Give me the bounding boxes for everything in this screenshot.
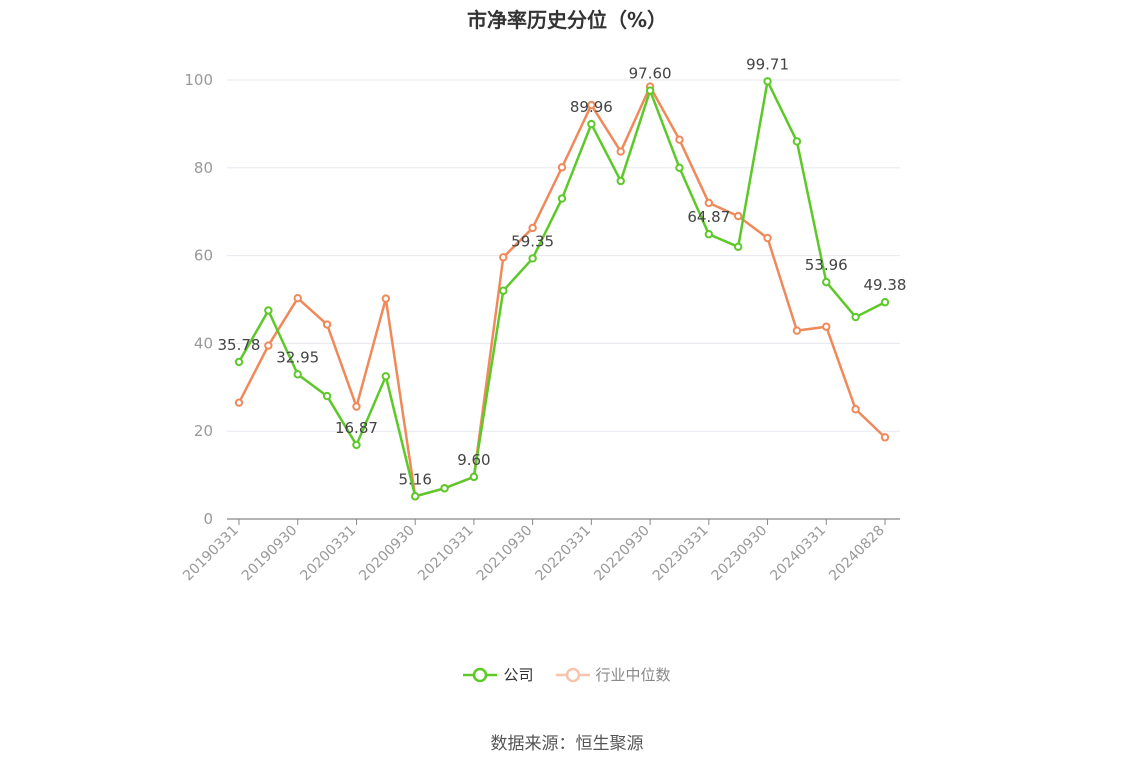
data-label: 32.95 xyxy=(276,348,319,366)
data-label: 9.60 xyxy=(457,451,490,469)
x-tick-label: 20210331 xyxy=(415,523,477,585)
x-tick-label: 20200930 xyxy=(356,523,418,585)
data-point xyxy=(352,402,361,411)
data-point xyxy=(410,492,420,501)
data-point xyxy=(675,135,684,144)
data-point xyxy=(616,176,625,186)
data-point xyxy=(822,277,831,287)
legend-label-industry-median: 行业中位数 xyxy=(595,666,671,684)
y-tick-label: 20 xyxy=(194,422,213,440)
data-point xyxy=(822,322,831,331)
legend-item-industry-median[interactable]: 行业中位数 xyxy=(555,664,671,685)
data-point xyxy=(587,119,596,129)
y-tick-label: 60 xyxy=(194,247,213,265)
legend-item-company[interactable]: 公司 xyxy=(463,664,534,685)
legend-label-company: 公司 xyxy=(503,666,534,684)
data-point xyxy=(733,211,743,221)
data-label: 49.38 xyxy=(864,276,907,294)
x-tick-label: 20220331 xyxy=(532,523,594,585)
data-point xyxy=(587,100,596,110)
y-tick-label: 80 xyxy=(194,159,213,177)
data-point xyxy=(352,440,361,450)
data-point xyxy=(851,312,860,322)
data-label: 97.60 xyxy=(629,65,672,83)
data-point xyxy=(704,230,714,239)
data-point xyxy=(616,147,625,156)
data-point xyxy=(322,320,332,329)
data-label: 99.71 xyxy=(746,55,789,73)
data-point xyxy=(381,372,391,381)
data-point xyxy=(880,433,890,442)
data-point xyxy=(645,86,655,95)
data-point xyxy=(264,341,273,350)
data-point xyxy=(499,286,508,295)
x-tick-label: 20220930 xyxy=(591,523,653,585)
y-tick-label: 0 xyxy=(203,510,213,528)
data-point xyxy=(675,163,684,173)
data-point xyxy=(528,254,537,263)
legend-line-icon xyxy=(463,667,498,682)
x-tick-label: 20200331 xyxy=(298,523,360,585)
data-point xyxy=(322,391,332,401)
x-tick-label: 20190930 xyxy=(239,523,301,585)
data-point xyxy=(264,306,273,315)
x-tick-label: 20210930 xyxy=(474,523,536,585)
chart-legend: 公司 行业中位数 xyxy=(0,664,1134,685)
data-label: 16.87 xyxy=(335,419,378,437)
data-point xyxy=(792,326,802,335)
chart-title: 市净率历史分位（%） xyxy=(466,8,668,32)
legend-line-icon xyxy=(555,667,590,682)
data-point xyxy=(880,298,890,307)
data-source-note: 数据来源：恒生聚源 xyxy=(490,734,644,754)
data-point xyxy=(792,137,802,146)
data-label: 53.96 xyxy=(805,256,848,274)
data-point xyxy=(293,293,302,303)
data-point xyxy=(234,357,244,367)
data-point xyxy=(293,370,302,379)
data-point xyxy=(851,405,860,414)
data-label: 5.16 xyxy=(398,470,431,488)
data-point xyxy=(557,163,567,172)
data-point xyxy=(763,233,772,243)
data-point xyxy=(528,223,537,233)
data-point xyxy=(234,398,244,407)
data-point xyxy=(704,198,714,208)
data-point xyxy=(469,472,479,482)
data-point xyxy=(557,194,567,203)
x-tick-label: 20240331 xyxy=(767,523,829,585)
data-point xyxy=(381,294,391,303)
data-point xyxy=(733,242,743,252)
data-label: 89.96 xyxy=(570,98,613,116)
data-point xyxy=(440,484,449,493)
data-label: 35.78 xyxy=(218,336,261,354)
x-tick-label: 20190331 xyxy=(180,523,242,585)
data-point xyxy=(763,77,772,86)
data-point xyxy=(499,253,508,262)
y-tick-label: 40 xyxy=(194,334,213,352)
x-tick-label: 20240828 xyxy=(826,523,888,585)
data-label: 64.87 xyxy=(687,208,730,226)
x-tick-label: 20230331 xyxy=(650,523,712,585)
y-tick-label: 100 xyxy=(184,71,213,89)
x-tick-label: 20230930 xyxy=(709,523,771,585)
data-label: 59.35 xyxy=(511,232,554,250)
